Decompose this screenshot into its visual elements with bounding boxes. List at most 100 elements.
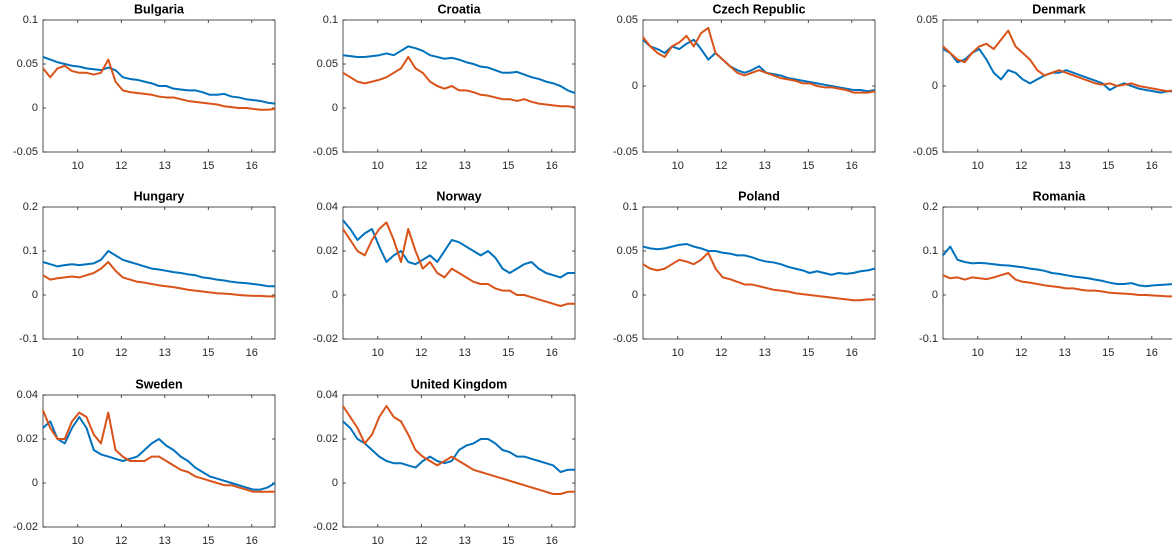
y-tick-label: 0.04	[17, 389, 38, 401]
x-tick-label: 13	[159, 160, 171, 172]
series-line	[42, 261, 275, 298]
series-line	[942, 29, 1172, 93]
y-tick-label: -0.05	[13, 146, 38, 158]
x-tick-label: 12	[115, 160, 127, 172]
x-tick-label: 16	[246, 535, 258, 547]
x-tick-label: 10	[72, 347, 84, 359]
axes-box	[342, 19, 576, 153]
series-line	[642, 26, 876, 94]
x-tick-label: 12	[1015, 160, 1027, 172]
series-line	[42, 416, 276, 491]
x-tick-label: 15	[802, 347, 814, 359]
x-tick-label: 16	[1146, 347, 1158, 359]
y-tick-label: 0.05	[17, 58, 38, 70]
x-tick-label: 15	[1102, 347, 1114, 359]
x-tick-label: 13	[459, 160, 471, 172]
y-tick-label: -0.1	[919, 333, 938, 345]
y-tick-label: 0.05	[317, 58, 338, 70]
x-tick-label: 12	[415, 160, 427, 172]
y-tick-label: -0.05	[913, 146, 938, 158]
y-tick-label: 0.1	[23, 245, 38, 257]
subplot-title: Croatia	[437, 2, 481, 16]
y-tick-label: 0.05	[917, 14, 938, 26]
series-line	[642, 242, 876, 276]
subplot-title: Romania	[1033, 189, 1087, 203]
series-line	[642, 251, 875, 302]
x-tick-label: 13	[159, 347, 171, 359]
series-line	[342, 420, 575, 473]
x-tick-label: 10	[972, 160, 984, 172]
subplot-title: Denmark	[1032, 2, 1086, 16]
y-tick-label: 0	[932, 289, 938, 301]
y-tick-label: 0.05	[617, 14, 638, 26]
x-tick-label: 15	[202, 160, 214, 172]
series-line	[342, 219, 575, 279]
x-tick-label: 16	[1146, 160, 1158, 172]
x-tick-label: 16	[846, 347, 858, 359]
subplot-title: Bulgaria	[134, 2, 185, 16]
y-tick-label: 0.1	[323, 14, 338, 26]
x-tick-label: 16	[546, 535, 558, 547]
series-line	[942, 48, 1172, 94]
x-tick-label: 13	[459, 347, 471, 359]
x-tick-label: 15	[502, 160, 514, 172]
x-tick-label: 13	[1059, 347, 1071, 359]
series-line	[342, 45, 576, 94]
x-tick-label: 12	[1015, 347, 1027, 359]
x-tick-label: 10	[672, 347, 684, 359]
x-tick-label: 12	[715, 160, 727, 172]
x-tick-label: 15	[502, 535, 514, 547]
y-tick-label: -0.02	[13, 521, 38, 533]
y-tick-label: 0.04	[317, 201, 338, 213]
y-tick-label: -0.02	[313, 521, 338, 533]
x-tick-label: 10	[72, 160, 84, 172]
y-tick-label: 0	[32, 102, 38, 114]
y-tick-label: 0.02	[17, 433, 38, 445]
y-tick-label: 0	[32, 477, 38, 489]
y-tick-label: 0.1	[23, 14, 38, 26]
x-tick-label: 13	[1059, 160, 1071, 172]
x-tick-label: 12	[415, 535, 427, 547]
y-tick-label: -0.02	[313, 333, 338, 345]
y-tick-label: 0	[32, 289, 38, 301]
x-tick-label: 10	[372, 160, 384, 172]
y-tick-label: 0.05	[617, 245, 638, 257]
y-tick-label: 0	[632, 289, 638, 301]
x-tick-label: 16	[546, 347, 558, 359]
series-line	[942, 245, 1172, 288]
x-tick-label: 16	[546, 160, 558, 172]
series-line	[42, 58, 276, 111]
y-tick-label: -0.05	[613, 333, 638, 345]
x-tick-label: 15	[1102, 160, 1114, 172]
x-tick-label: 10	[372, 535, 384, 547]
y-tick-label: 0.2	[923, 201, 938, 213]
series-line	[42, 250, 275, 288]
x-tick-label: 15	[802, 160, 814, 172]
y-tick-label: 0.2	[23, 201, 38, 213]
x-tick-label: 13	[459, 535, 471, 547]
y-tick-label: 0	[332, 289, 338, 301]
subplot-title: Hungary	[134, 189, 185, 203]
subplot-title: Norway	[436, 189, 481, 203]
y-tick-label: 0	[932, 80, 938, 92]
subplot-title: Sweden	[135, 377, 182, 391]
series-line	[342, 55, 576, 109]
y-tick-label: -0.1	[19, 333, 38, 345]
x-tick-label: 13	[759, 160, 771, 172]
x-tick-label: 16	[846, 160, 858, 172]
series-line	[642, 38, 876, 93]
x-tick-label: 16	[246, 160, 258, 172]
x-tick-label: 15	[502, 347, 514, 359]
series-line	[42, 56, 276, 105]
subplot-title: Czech Republic	[712, 2, 805, 16]
x-tick-label: 15	[202, 347, 214, 359]
x-tick-label: 12	[115, 347, 127, 359]
x-tick-label: 10	[72, 535, 84, 547]
series-line	[342, 221, 575, 307]
y-tick-label: 0.02	[317, 433, 338, 445]
y-tick-label: -0.05	[313, 146, 338, 158]
y-tick-label: 0.1	[923, 245, 938, 257]
x-tick-label: 13	[159, 535, 171, 547]
y-tick-label: 0	[332, 102, 338, 114]
x-tick-label: 13	[759, 347, 771, 359]
